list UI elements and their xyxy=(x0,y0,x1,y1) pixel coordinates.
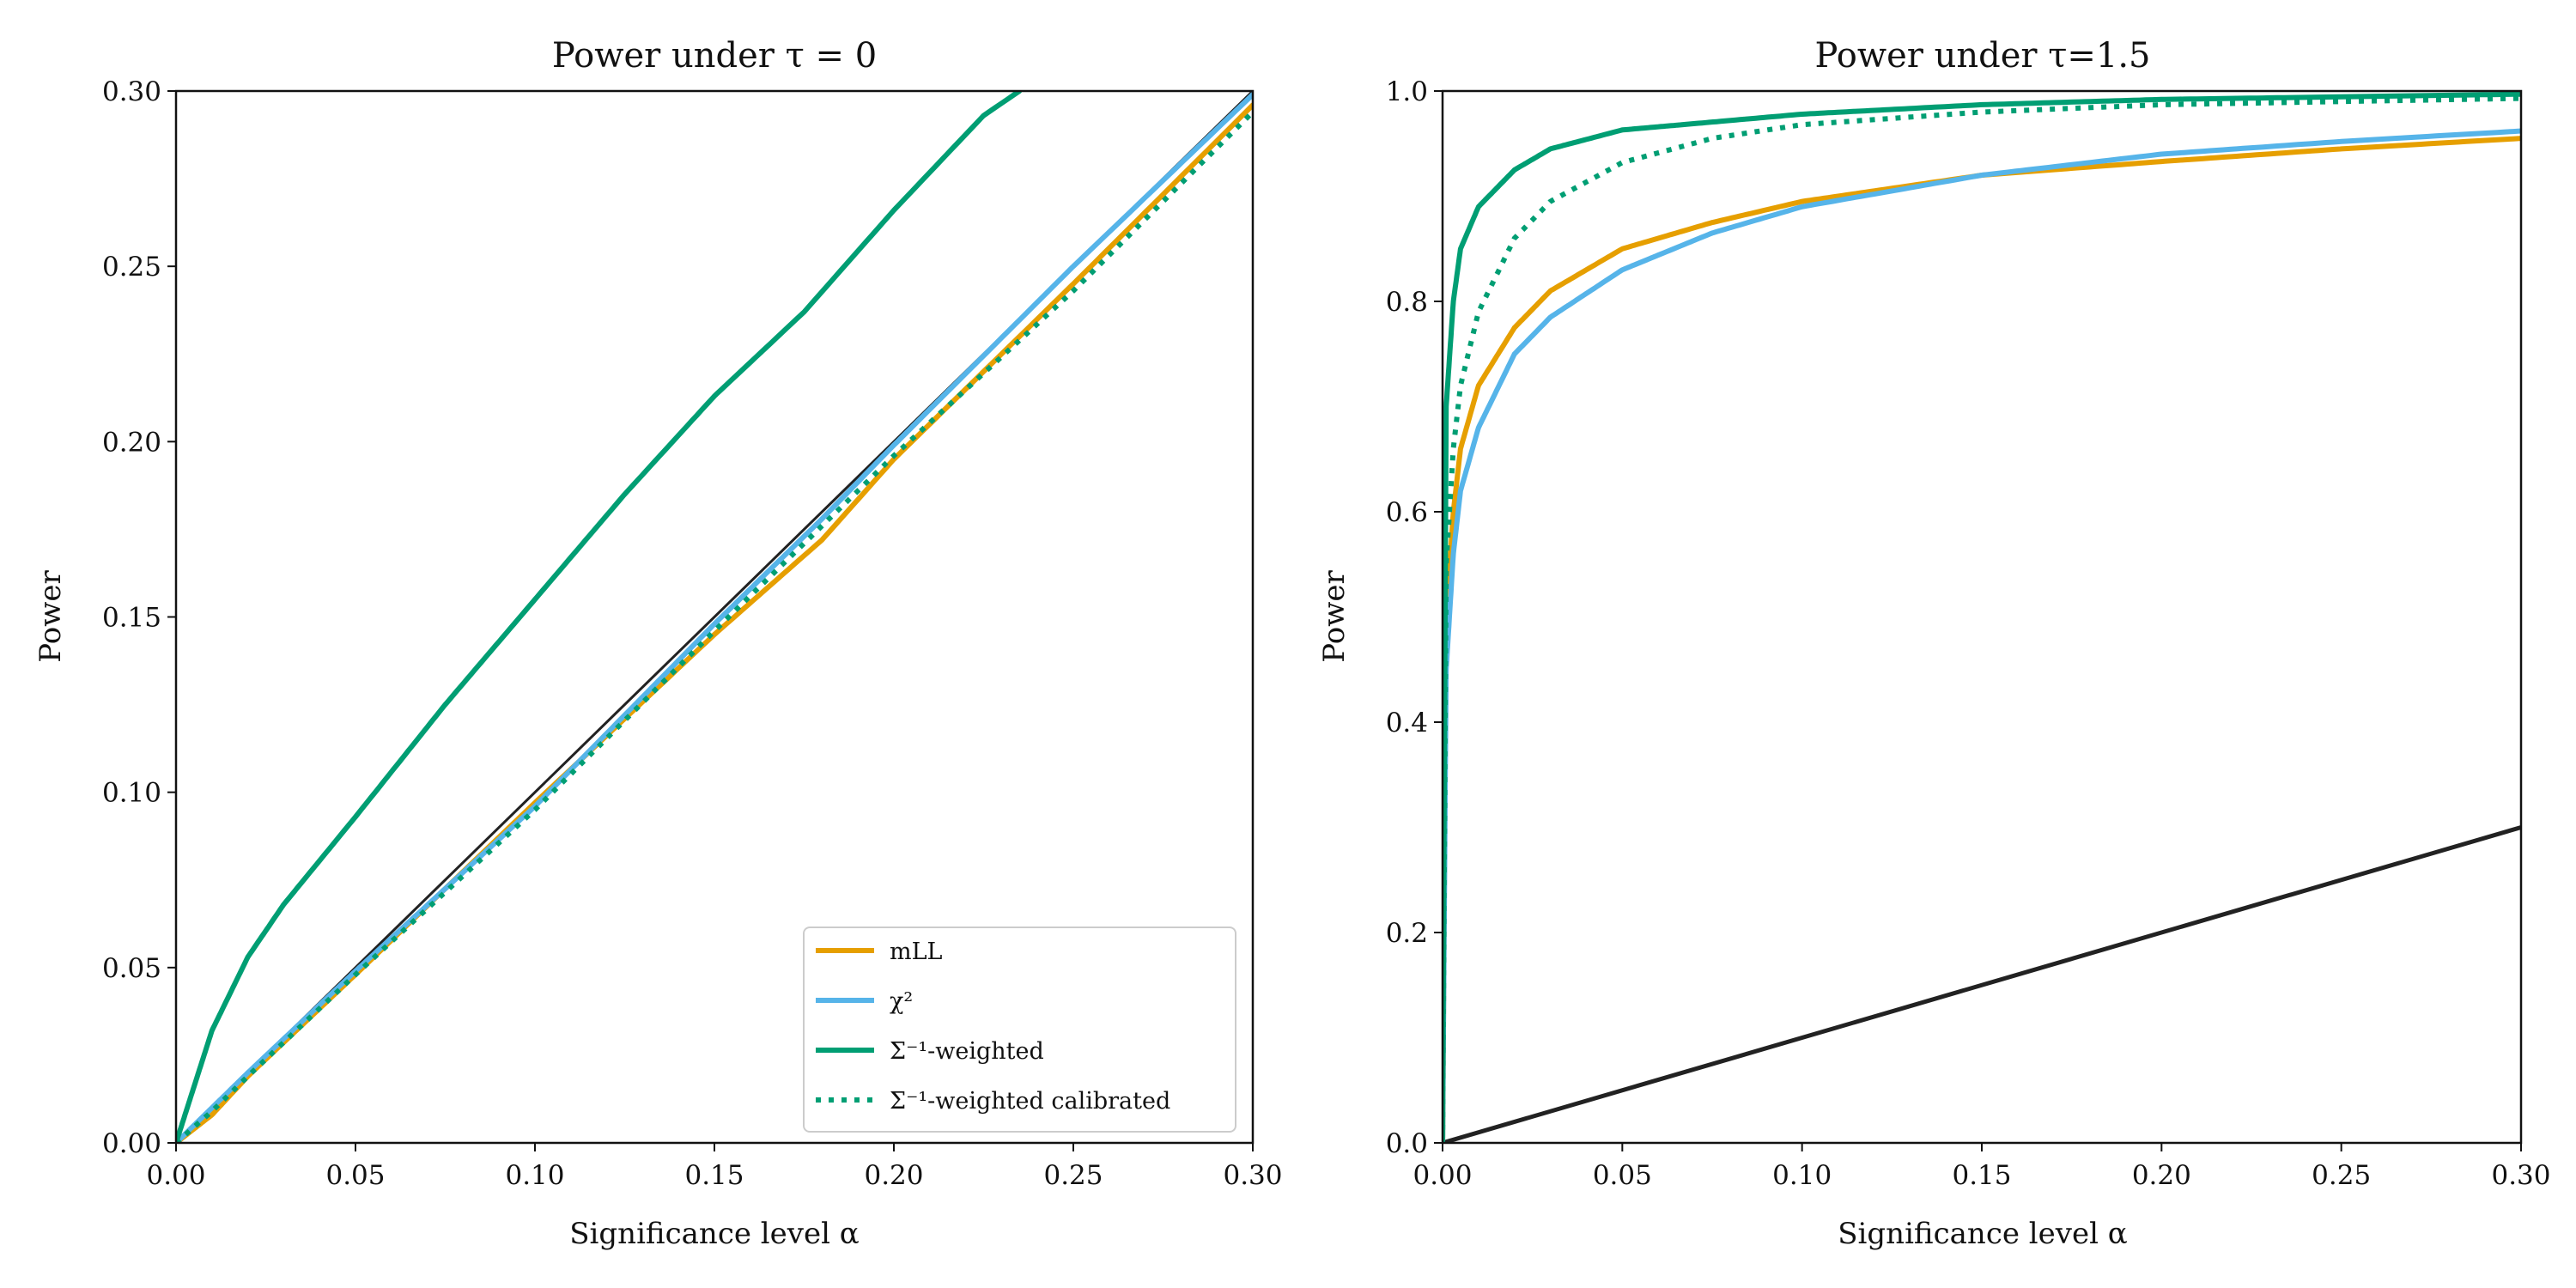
right-chart-reference-line xyxy=(1443,825,2521,1143)
left-chart-series-sigma-weighted xyxy=(176,91,1023,1143)
left-chart-y-tick-label: 0.30 xyxy=(102,76,161,107)
right-chart-y-tick-label: 0.4 xyxy=(1386,708,1428,738)
right-chart-series-chi-squared xyxy=(1443,128,2521,1143)
right-chart-plot-area xyxy=(1443,91,2521,1143)
right-chart-panel: Power under τ=1.5 Significance level α P… xyxy=(1317,36,2551,1251)
left-chart-y-tick-label: 0.20 xyxy=(102,427,161,458)
right-chart-x-tick-label: 0.10 xyxy=(1772,1160,1832,1191)
left-chart-x-axis-label: Significance level α xyxy=(569,1217,860,1251)
right-chart-y-tick-label: 0.6 xyxy=(1386,497,1428,528)
left-chart-x-tick-label: 0.00 xyxy=(146,1160,205,1191)
left-chart-legend: mLL χ² Σ⁻¹-weighted Σ⁻¹-weighted calibrated xyxy=(803,927,1236,1133)
right-chart-series-sigma-weighted xyxy=(1443,91,2521,1143)
right-chart-x-tick-label: 0.05 xyxy=(1593,1160,1652,1191)
left-chart-y-tick-label: 0.10 xyxy=(102,778,161,809)
left-chart-title: Power under τ = 0 xyxy=(552,36,877,76)
right-chart-title: Power under τ=1.5 xyxy=(1814,36,2150,76)
left-chart-x-tick-label: 0.10 xyxy=(505,1160,564,1191)
right-chart-series-mll xyxy=(1443,136,2521,1143)
left-chart-x-tick-label: 0.25 xyxy=(1043,1160,1103,1191)
right-chart-y-tick-label: 0.2 xyxy=(1386,918,1428,949)
right-chart-x-tick-label: 0.30 xyxy=(2491,1160,2550,1191)
left-chart-legend-label: χ² xyxy=(890,988,913,1015)
right-chart-y-tick-label: 0.8 xyxy=(1386,287,1428,318)
left-chart-y-axis-label: Power xyxy=(33,570,68,663)
right-chart-x-tick-label: 0.25 xyxy=(2312,1160,2371,1191)
left-chart-legend-label: Σ⁻¹-weighted calibrated xyxy=(890,1088,1170,1115)
right-chart-y-axis-label: Power xyxy=(1317,570,1352,663)
left-chart-x-tick-label: 0.30 xyxy=(1223,1160,1282,1191)
right-chart-x-axis-label: Significance level α xyxy=(1838,1217,2128,1251)
left-chart-x-tick-label: 0.05 xyxy=(325,1160,385,1191)
right-chart-x-tick-label: 0.00 xyxy=(1413,1160,1472,1191)
left-chart-legend-box xyxy=(803,927,1236,1133)
right-chart-y-tick-label: 0.0 xyxy=(1386,1128,1428,1159)
right-chart-x-tick-label: 0.15 xyxy=(1952,1160,2011,1191)
left-chart-legend-label: Σ⁻¹-weighted xyxy=(890,1038,1044,1065)
left-chart-x-tick-label: 0.20 xyxy=(864,1160,923,1191)
left-chart-x-tick-label: 0.15 xyxy=(684,1160,744,1191)
left-chart-y-tick-label: 0.15 xyxy=(102,603,161,634)
left-chart-legend-label: mLL xyxy=(890,939,943,965)
left-chart-y-tick-label: 0.05 xyxy=(102,953,161,984)
right-chart-x-tick-label: 0.20 xyxy=(2132,1160,2191,1191)
right-chart-y-tick-label: 1.0 xyxy=(1386,76,1428,107)
left-chart-plot-area xyxy=(176,91,1253,1143)
left-chart-y-tick-label: 0.00 xyxy=(102,1128,161,1159)
left-chart-y-tick-label: 0.25 xyxy=(102,252,161,283)
left-chart-panel: Power under τ = 0 Significance level α P… xyxy=(33,36,1283,1251)
